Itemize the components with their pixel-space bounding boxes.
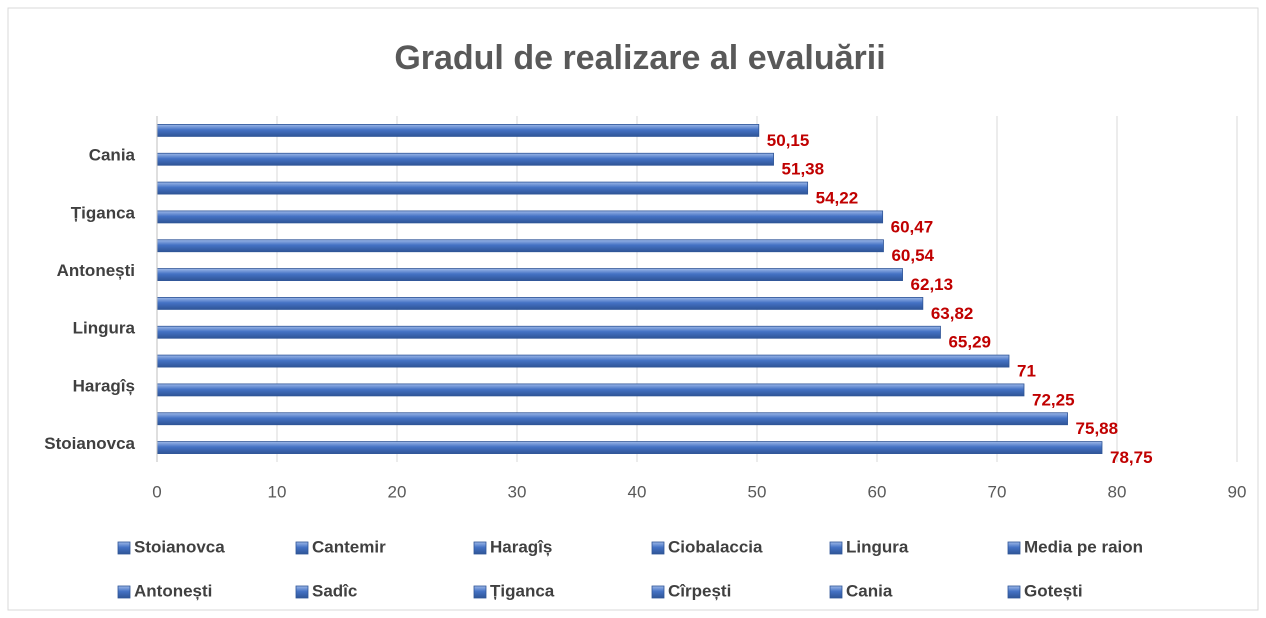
legend-label: Stoianovca (134, 537, 225, 556)
bar (156, 412, 1068, 426)
legend-swatch (473, 541, 487, 555)
legend-label: Cantemir (312, 537, 386, 556)
x-tick-label: 30 (508, 482, 527, 501)
legend-swatch (1007, 541, 1021, 555)
y-tick-label: Lingura (73, 319, 136, 338)
y-tick-label: Cania (89, 146, 136, 165)
x-tick-label: 90 (1228, 482, 1247, 501)
chart-title: Gradul de realizare al evaluării (394, 39, 885, 77)
legend-swatch (829, 541, 843, 555)
data-label: 60,47 (891, 217, 934, 236)
bar (156, 325, 941, 339)
legend-label: Gotești (1024, 581, 1083, 600)
data-label: 65,29 (948, 333, 991, 352)
legend-swatch (117, 585, 131, 599)
data-label: 60,54 (891, 246, 934, 265)
x-tick-label: 80 (1108, 482, 1127, 501)
bar (156, 354, 1010, 368)
x-tick-label: 40 (628, 482, 647, 501)
legend-swatch (829, 585, 843, 599)
legend-swatch (1007, 585, 1021, 599)
data-label: 75,88 (1076, 419, 1119, 438)
legend-label: Antonești (134, 581, 212, 600)
x-tick-label: 60 (868, 482, 887, 501)
legend-swatch (651, 585, 665, 599)
x-tick-label: 10 (268, 482, 287, 501)
legend-label: Sadîc (312, 581, 357, 600)
legend-label: Țiganca (490, 581, 555, 600)
x-tick-label: 20 (388, 482, 407, 501)
bar (156, 239, 884, 253)
bar (156, 181, 809, 195)
legend-swatch (473, 585, 487, 599)
y-tick-label: Antonești (57, 261, 135, 280)
data-label: 72,25 (1032, 390, 1075, 409)
legend-label: Ciobalaccia (668, 537, 763, 556)
bar (156, 268, 903, 281)
data-label: 71 (1017, 362, 1036, 381)
x-tick-label: 50 (748, 482, 767, 501)
data-label: 63,82 (931, 304, 974, 323)
legend-swatch (651, 541, 665, 555)
bar (156, 210, 884, 224)
data-label: 51,38 (782, 160, 825, 179)
bar (156, 441, 1103, 454)
legend-swatch (117, 541, 131, 555)
data-label: 54,22 (816, 189, 859, 208)
x-tick-label: 70 (988, 482, 1007, 501)
legend-swatch (295, 541, 309, 555)
data-label: 78,75 (1110, 448, 1153, 467)
x-tick-label: 0 (152, 482, 161, 501)
legend-label: Cîrpești (668, 581, 731, 600)
y-tick-label: Stoianovca (44, 434, 135, 453)
data-label: 50,15 (767, 131, 810, 150)
legend-label: Haragîș (490, 537, 552, 556)
legend-label: Media pe raion (1024, 537, 1143, 556)
bar (156, 297, 924, 310)
bar (156, 383, 1025, 397)
y-tick-label: Haragîș (73, 376, 135, 395)
data-label: 62,13 (911, 275, 954, 294)
legend-swatch (295, 585, 309, 599)
legend-label: Lingura (846, 537, 909, 556)
y-tick-label: Țiganca (71, 203, 136, 222)
bar (156, 124, 760, 137)
legend-label: Cania (846, 581, 893, 600)
bar (156, 152, 774, 166)
